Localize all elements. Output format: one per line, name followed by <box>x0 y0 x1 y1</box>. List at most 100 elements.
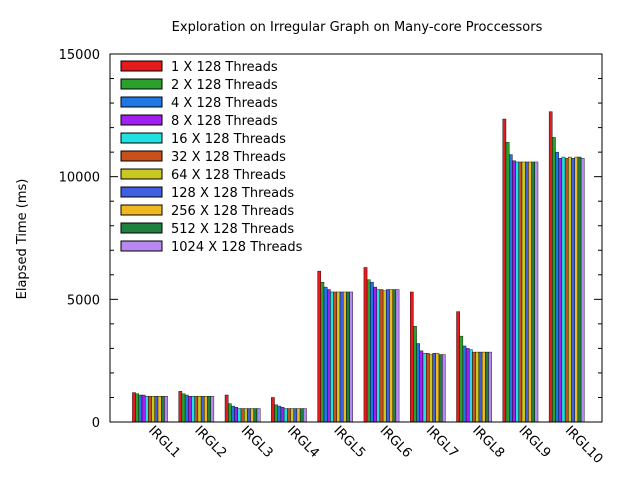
bar <box>481 351 486 423</box>
y-tick-label: 10000 <box>59 171 100 186</box>
bar <box>320 281 325 423</box>
bar <box>240 408 245 423</box>
bar <box>157 396 162 423</box>
x-tick-label: IRGL2 <box>191 423 229 461</box>
bar <box>577 156 582 423</box>
bar <box>465 348 470 423</box>
legend-label: 32 X 128 Threads <box>171 150 286 165</box>
chart-title: Exploration on Irregular Graph on Many-c… <box>172 20 543 35</box>
bar <box>419 350 424 423</box>
bar <box>502 118 507 423</box>
bar <box>224 394 229 423</box>
bar <box>410 291 414 423</box>
bar <box>370 281 374 423</box>
plot-frame <box>109 53 603 423</box>
x-tick-label: IRGL9 <box>516 423 554 461</box>
x-tick-label: IRGL6 <box>377 423 415 461</box>
bar <box>438 354 443 423</box>
bars-group <box>132 111 585 423</box>
bar <box>558 158 563 423</box>
bar <box>426 353 430 423</box>
bar <box>141 394 146 423</box>
x-tick-label: IRGL4 <box>284 423 322 461</box>
bar <box>243 408 248 423</box>
bar <box>138 394 143 423</box>
bar <box>231 405 235 423</box>
bar <box>515 161 519 423</box>
y-axis-label: Elapsed Time (ms) <box>15 179 30 300</box>
legend-label: 128 X 128 Threads <box>171 186 294 201</box>
bar <box>200 396 205 423</box>
bar <box>382 290 387 423</box>
bar <box>290 408 294 423</box>
legend-swatch <box>120 222 163 234</box>
bar <box>197 396 202 423</box>
bar <box>395 289 400 423</box>
bar <box>435 353 440 423</box>
bar <box>148 396 152 423</box>
bar <box>299 408 304 423</box>
bar <box>343 291 347 423</box>
bar <box>256 408 261 423</box>
legend-swatch <box>120 96 163 108</box>
bar <box>283 408 288 423</box>
bar <box>234 407 239 423</box>
legend-swatch <box>120 132 163 144</box>
bar <box>210 396 215 423</box>
bar <box>442 354 446 423</box>
bar <box>250 408 255 423</box>
legend-swatch <box>120 60 163 72</box>
bar <box>485 351 489 423</box>
legend-swatch <box>120 78 163 90</box>
x-tick-label: IRGL10 <box>562 423 606 467</box>
bar <box>327 289 331 423</box>
bar <box>432 353 437 423</box>
bar <box>237 408 242 423</box>
bar <box>154 396 159 423</box>
bar <box>366 279 371 423</box>
bar <box>204 396 208 423</box>
bar <box>333 291 338 423</box>
bar <box>274 404 278 423</box>
x-tick-label: IRGL8 <box>469 423 507 461</box>
bar <box>571 158 575 423</box>
bar <box>548 111 553 423</box>
bar <box>386 289 390 423</box>
bar <box>373 286 377 423</box>
y-axis: 0 5000 10000 15000 <box>59 48 602 431</box>
legend-label: 1 X 128 Threads <box>171 60 278 75</box>
bar <box>429 354 433 423</box>
legend-swatch <box>120 168 163 180</box>
bar <box>376 289 381 423</box>
bar <box>287 408 291 423</box>
bar <box>191 396 195 423</box>
bar <box>144 396 149 423</box>
legend: 1 X 128 Threads 2 X 128 Threads 4 X 128 Th… <box>120 60 303 255</box>
bar <box>552 137 556 423</box>
bar <box>188 396 192 423</box>
legend-swatch <box>120 204 163 216</box>
legend-label: 8 X 128 Threads <box>171 114 278 129</box>
bar <box>469 349 473 423</box>
bar <box>534 161 539 423</box>
bar <box>363 267 368 423</box>
bar <box>336 291 341 423</box>
x-tick-label: IRGL1 <box>145 423 183 461</box>
bar <box>392 289 397 423</box>
x-tick-label: IRGL5 <box>330 423 368 461</box>
bar <box>317 270 322 423</box>
legend-swatch <box>120 240 163 252</box>
bar <box>509 154 513 423</box>
bar <box>555 151 559 423</box>
x-tick-label: IRGL3 <box>238 423 276 461</box>
y-tick-label: 15000 <box>59 48 100 63</box>
bar <box>505 142 510 423</box>
bar <box>178 391 183 423</box>
legend-swatch <box>120 186 163 198</box>
bar <box>462 345 467 423</box>
bar <box>330 291 334 423</box>
bar <box>459 335 464 423</box>
legend-label: 2 X 128 Threads <box>171 78 278 93</box>
bar <box>413 326 417 423</box>
